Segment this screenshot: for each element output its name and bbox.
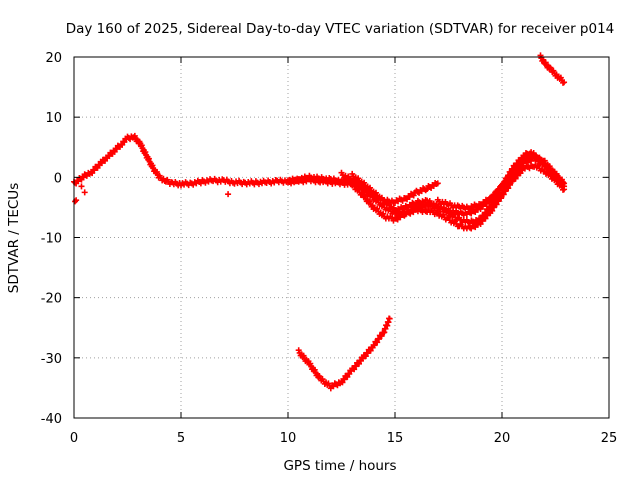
x-tick-label: 15 xyxy=(387,431,404,446)
data-point xyxy=(72,198,79,205)
data-point xyxy=(386,315,393,322)
x-axis-label: GPS time / hours xyxy=(283,458,396,474)
series-track-d xyxy=(349,155,568,227)
y-tick-label: 10 xyxy=(45,111,62,126)
series-track-low xyxy=(295,315,393,392)
data-point xyxy=(307,360,314,367)
data-point xyxy=(559,179,566,186)
data-points xyxy=(71,52,568,392)
series-track-c xyxy=(338,162,568,232)
data-point xyxy=(485,206,492,213)
y-tick-label: 0 xyxy=(54,171,62,186)
y-axis-label: SDTVAR / TECUs xyxy=(6,183,22,293)
x-tick-label: 10 xyxy=(280,431,297,446)
data-point xyxy=(153,168,160,175)
data-point xyxy=(561,180,568,187)
data-point xyxy=(506,174,513,181)
x-tick-label: 5 xyxy=(177,431,185,446)
y-tick-label: -40 xyxy=(41,412,62,427)
series-track-e xyxy=(434,152,568,213)
data-point xyxy=(481,213,488,220)
data-point xyxy=(507,171,514,178)
data-point xyxy=(501,181,508,188)
data-point xyxy=(485,198,492,205)
x-tick-label: 25 xyxy=(601,431,618,446)
data-point xyxy=(561,79,568,86)
series-outliers xyxy=(72,183,232,205)
data-point xyxy=(374,339,381,346)
data-point xyxy=(489,207,496,214)
series-track-main xyxy=(71,132,441,206)
data-point xyxy=(378,333,385,340)
data-point xyxy=(311,366,318,373)
series-track-high xyxy=(537,52,568,86)
y-tick-label: -30 xyxy=(41,352,62,367)
data-point xyxy=(434,180,441,187)
y-tick-label: -10 xyxy=(41,232,62,247)
chart-title: Day 160 of 2025, Sidereal Day-to-day VTE… xyxy=(66,21,615,37)
grid xyxy=(74,57,609,418)
x-tick-label: 0 xyxy=(70,431,78,446)
y-tick-label: 20 xyxy=(45,51,62,66)
data-point xyxy=(410,192,417,199)
data-point xyxy=(225,191,232,198)
y-tick-label: -20 xyxy=(41,292,62,307)
x-tick-label: 20 xyxy=(494,431,511,446)
data-point xyxy=(81,189,88,196)
data-point xyxy=(511,173,518,180)
data-point xyxy=(78,183,85,190)
ticks: 0 5 10 15 20 25 -40 -30 -20 -10 0 10 20 xyxy=(41,51,618,446)
